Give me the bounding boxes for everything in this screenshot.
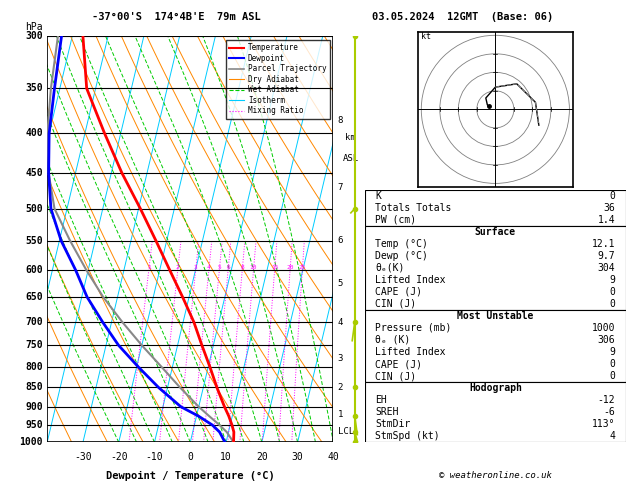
Bar bbox=[365, 310, 626, 382]
Text: 500: 500 bbox=[25, 204, 43, 214]
Text: -12: -12 bbox=[598, 395, 615, 405]
Text: Most Unstable: Most Unstable bbox=[457, 311, 533, 321]
Text: 10: 10 bbox=[250, 265, 257, 270]
Text: 8: 8 bbox=[240, 265, 244, 270]
Text: 1: 1 bbox=[147, 265, 151, 270]
Text: 3: 3 bbox=[338, 354, 343, 363]
Text: 5: 5 bbox=[338, 279, 343, 288]
Text: 700: 700 bbox=[25, 317, 43, 327]
Text: StmSpd (kt): StmSpd (kt) bbox=[376, 431, 440, 441]
Text: 4: 4 bbox=[338, 317, 343, 327]
Text: Lifted Index: Lifted Index bbox=[376, 275, 446, 285]
Text: Dewp (°C): Dewp (°C) bbox=[376, 251, 428, 260]
Text: 25: 25 bbox=[299, 265, 306, 270]
Text: K: K bbox=[376, 191, 381, 201]
Text: Surface: Surface bbox=[475, 226, 516, 237]
Text: 0: 0 bbox=[610, 371, 615, 381]
Text: Dewpoint / Temperature (°C): Dewpoint / Temperature (°C) bbox=[106, 470, 275, 481]
Text: 9: 9 bbox=[610, 275, 615, 285]
Text: Hodograph: Hodograph bbox=[469, 383, 522, 393]
Text: kt: kt bbox=[421, 32, 431, 41]
Text: 10: 10 bbox=[220, 452, 232, 462]
Text: -30: -30 bbox=[74, 452, 92, 462]
Text: 306: 306 bbox=[598, 335, 615, 345]
Text: θₑ(K): θₑ(K) bbox=[376, 263, 404, 273]
Text: 0: 0 bbox=[610, 299, 615, 309]
Bar bbox=[365, 190, 626, 226]
Text: 15: 15 bbox=[271, 265, 279, 270]
Text: 900: 900 bbox=[25, 402, 43, 412]
Text: 0: 0 bbox=[610, 287, 615, 297]
Text: 3: 3 bbox=[194, 265, 198, 270]
Text: 1000: 1000 bbox=[19, 437, 43, 447]
Text: 4: 4 bbox=[207, 265, 211, 270]
Text: 850: 850 bbox=[25, 382, 43, 393]
Text: hPa: hPa bbox=[25, 22, 43, 33]
Text: 600: 600 bbox=[25, 265, 43, 275]
Text: SREH: SREH bbox=[376, 407, 399, 417]
Text: 400: 400 bbox=[25, 128, 43, 139]
Text: 8: 8 bbox=[338, 116, 343, 125]
Text: 2: 2 bbox=[338, 383, 343, 392]
Text: 750: 750 bbox=[25, 340, 43, 350]
Text: 4: 4 bbox=[610, 431, 615, 441]
Text: CAPE (J): CAPE (J) bbox=[376, 359, 422, 369]
Text: 113°: 113° bbox=[592, 419, 615, 429]
Legend: Temperature, Dewpoint, Parcel Trajectory, Dry Adiabat, Wet Adiabat, Isotherm, Mi: Temperature, Dewpoint, Parcel Trajectory… bbox=[226, 40, 330, 119]
Text: 7: 7 bbox=[338, 183, 343, 192]
Text: 550: 550 bbox=[25, 236, 43, 246]
Text: Pressure (mb): Pressure (mb) bbox=[376, 323, 452, 333]
Bar bbox=[365, 226, 626, 310]
Text: -10: -10 bbox=[146, 452, 164, 462]
Text: 20: 20 bbox=[256, 452, 268, 462]
Text: θₑ (K): θₑ (K) bbox=[376, 335, 411, 345]
Text: 300: 300 bbox=[25, 32, 43, 41]
Text: PW (cm): PW (cm) bbox=[376, 215, 416, 225]
Text: 03.05.2024  12GMT  (Base: 06): 03.05.2024 12GMT (Base: 06) bbox=[372, 12, 553, 22]
Text: 350: 350 bbox=[25, 84, 43, 93]
Text: 9.7: 9.7 bbox=[598, 251, 615, 260]
Text: 650: 650 bbox=[25, 292, 43, 302]
Text: 6: 6 bbox=[338, 236, 343, 245]
Text: 0: 0 bbox=[610, 359, 615, 369]
Text: -37°00'S  174°4B'E  79m ASL: -37°00'S 174°4B'E 79m ASL bbox=[92, 12, 260, 22]
Text: StmDir: StmDir bbox=[376, 419, 411, 429]
Text: CIN (J): CIN (J) bbox=[376, 299, 416, 309]
Text: 0: 0 bbox=[187, 452, 193, 462]
Text: EH: EH bbox=[376, 395, 387, 405]
Text: 1: 1 bbox=[338, 410, 343, 418]
Text: 20: 20 bbox=[286, 265, 294, 270]
Text: 12.1: 12.1 bbox=[592, 239, 615, 249]
Text: 1.4: 1.4 bbox=[598, 215, 615, 225]
Text: 950: 950 bbox=[25, 420, 43, 430]
Text: Totals Totals: Totals Totals bbox=[376, 203, 452, 212]
Text: 5: 5 bbox=[218, 265, 221, 270]
Text: 0: 0 bbox=[610, 191, 615, 201]
Text: © weatheronline.co.uk: © weatheronline.co.uk bbox=[439, 471, 552, 480]
Text: 36: 36 bbox=[604, 203, 615, 212]
Text: ASL: ASL bbox=[342, 154, 359, 163]
Text: 9: 9 bbox=[610, 347, 615, 357]
Text: 800: 800 bbox=[25, 362, 43, 372]
Text: CAPE (J): CAPE (J) bbox=[376, 287, 422, 297]
Bar bbox=[365, 382, 626, 442]
Text: 450: 450 bbox=[25, 168, 43, 178]
Text: 304: 304 bbox=[598, 263, 615, 273]
Text: 6: 6 bbox=[226, 265, 230, 270]
Text: Mixing Ratio (g/kg): Mixing Ratio (g/kg) bbox=[366, 208, 375, 311]
Text: Temp (°C): Temp (°C) bbox=[376, 239, 428, 249]
Text: 30: 30 bbox=[292, 452, 303, 462]
Text: -20: -20 bbox=[110, 452, 128, 462]
Text: Lifted Index: Lifted Index bbox=[376, 347, 446, 357]
Text: km: km bbox=[345, 133, 356, 142]
Text: 40: 40 bbox=[328, 452, 339, 462]
Text: CIN (J): CIN (J) bbox=[376, 371, 416, 381]
Text: LCL: LCL bbox=[338, 428, 353, 436]
Text: 2: 2 bbox=[176, 265, 180, 270]
Text: -6: -6 bbox=[604, 407, 615, 417]
Text: 1000: 1000 bbox=[592, 323, 615, 333]
